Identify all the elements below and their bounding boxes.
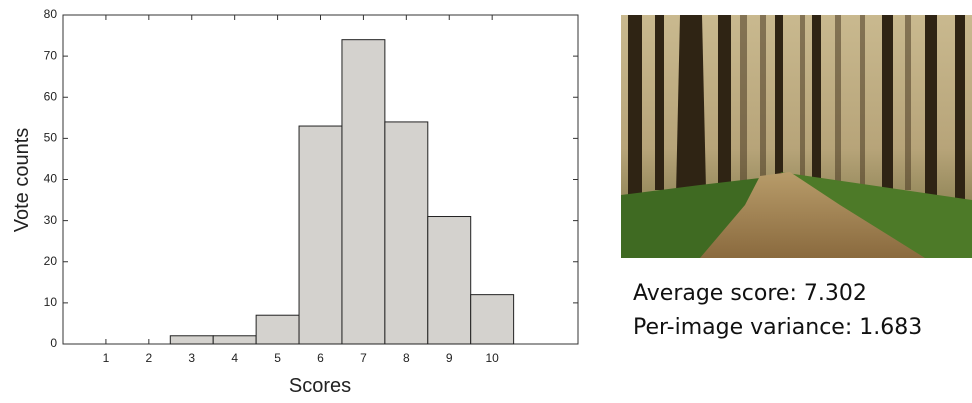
y-tick-label: 40	[44, 172, 58, 186]
y-tick-label: 60	[44, 89, 58, 103]
x-tick-label: 10	[485, 351, 499, 365]
x-axis-label: Scores	[289, 375, 351, 397]
y-tick-label: 50	[44, 131, 58, 145]
bar	[471, 295, 514, 344]
bar	[170, 336, 213, 344]
y-tick-label: 30	[44, 213, 58, 227]
x-tick-label: 8	[403, 351, 410, 365]
x-tick-label: 5	[274, 351, 281, 365]
x-tick-label: 4	[231, 351, 238, 365]
y-tick-label: 70	[44, 48, 58, 62]
page: {"chart_data": {"type": "bar", "x": [1, …	[0, 0, 972, 403]
bar	[213, 336, 256, 344]
y-tick-label: 20	[44, 254, 58, 268]
y-tick-label: 80	[44, 7, 58, 21]
x-tick-label: 6	[317, 351, 324, 365]
figure: Scores Vote counts Average score: 7.302 …	[0, 0, 972, 403]
bar	[342, 40, 385, 344]
bar	[256, 315, 299, 344]
variance: Per-image variance: 1.683	[633, 315, 922, 340]
x-tick-label: 3	[188, 351, 195, 365]
y-tick-label: 0	[50, 336, 57, 350]
x-tick-label: 2	[145, 351, 152, 365]
y-axis-label: Vote counts	[11, 128, 33, 233]
bar	[428, 217, 471, 344]
bar	[385, 122, 428, 344]
x-tick-label: 1	[103, 351, 110, 365]
forest-photo	[621, 15, 972, 258]
x-tick-label: 9	[446, 351, 453, 365]
bar	[299, 126, 342, 344]
x-tick-label: 7	[360, 351, 367, 365]
y-tick-label: 10	[44, 295, 58, 309]
average-score: Average score: 7.302	[633, 281, 867, 306]
